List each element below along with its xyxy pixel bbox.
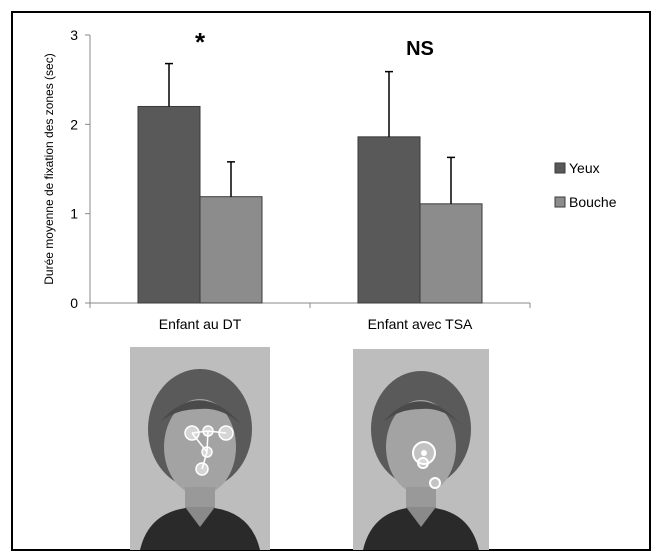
y-tick-label: 2 <box>70 116 78 132</box>
figure-frame: 0 1 2 3 Durée moyenne de fixation des zones … <box>11 11 651 551</box>
y-tick-label: 0 <box>70 295 78 311</box>
x-tick-label: Enfant avec TSA <box>368 316 473 332</box>
bar-yeux-0 <box>137 105 201 304</box>
y-tick-label: 3 <box>70 27 78 43</box>
legend-swatch-bouche <box>554 196 566 208</box>
fixation-markers-tsa <box>412 441 441 489</box>
x-tick-label: Enfant au DT <box>159 316 242 332</box>
bar-yeux-1 <box>357 136 421 304</box>
legend-label-bouche: Bouche <box>569 194 617 210</box>
face-photo-dt <box>130 347 270 550</box>
significance-annotation: NS <box>406 38 434 60</box>
significance-annotation: * <box>195 27 206 57</box>
y-tick-label: 1 <box>70 206 78 222</box>
face-photo-tsa <box>353 349 489 550</box>
legend-swatch-yeux <box>554 162 566 174</box>
bar-bouche-1 <box>419 203 483 304</box>
bar-bouche-0 <box>199 196 263 304</box>
y-axis-label: Durée moyenne de fixation des zones (sec… <box>42 53 56 284</box>
fixation-markers-dt <box>184 425 234 476</box>
bar-chart: 0 1 2 3 Durée moyenne de fixation des zones … <box>42 27 617 332</box>
legend-label-yeux: Yeux <box>569 160 600 176</box>
